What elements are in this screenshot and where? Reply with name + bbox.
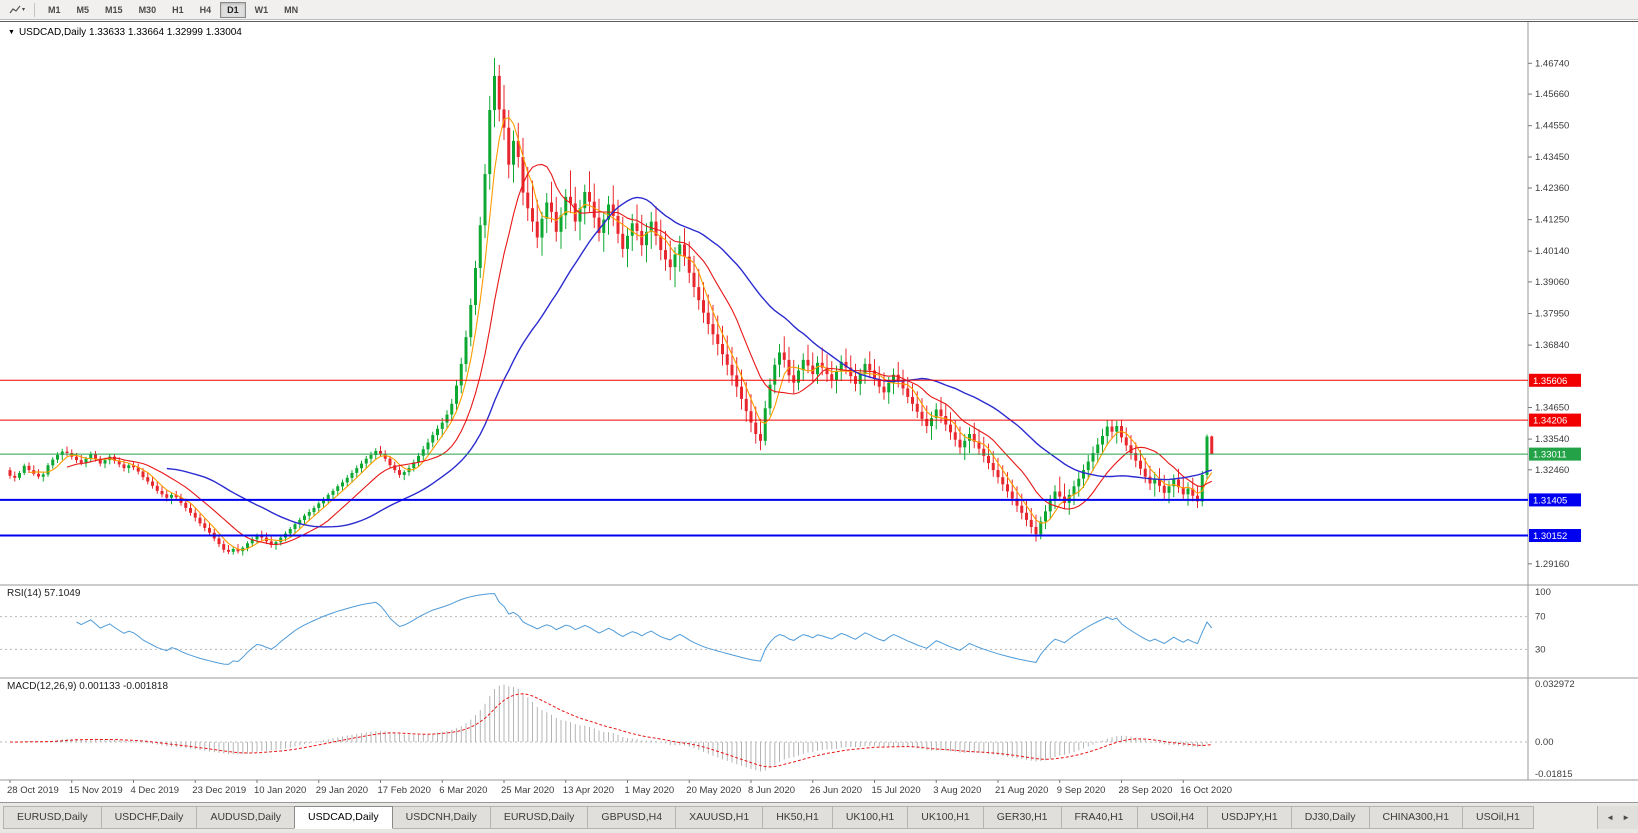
- svg-text:10 Jan 2020: 10 Jan 2020: [254, 785, 306, 796]
- svg-text:1.42360: 1.42360: [1535, 183, 1569, 194]
- svg-text:70: 70: [1535, 612, 1546, 623]
- svg-text:1.31405: 1.31405: [1533, 495, 1567, 506]
- svg-text:1.36840: 1.36840: [1535, 340, 1569, 351]
- chart-tab-usdjpy-h1[interactable]: USDJPY,H1: [1207, 806, 1292, 829]
- svg-text:1.41250: 1.41250: [1535, 215, 1569, 226]
- price-axis-labels: 1.46740 1.45660 1.44550 1.43450 1.42360 1.412…: [1528, 58, 1569, 570]
- horizontal-level-lines[interactable]: [0, 379, 1528, 537]
- timeframe-button-w1[interactable]: W1: [254, 4, 269, 15]
- svg-text:20 May 2020: 20 May 2020: [686, 785, 741, 796]
- svg-text:1.33540: 1.33540: [1535, 434, 1569, 445]
- svg-text:26 Jun 2020: 26 Jun 2020: [810, 785, 862, 796]
- svg-text:3 Aug 2020: 3 Aug 2020: [933, 785, 981, 796]
- svg-text:9 Sep 2020: 9 Sep 2020: [1057, 785, 1106, 796]
- chart-canvas[interactable]: 1.356061.342061.330111.314051.301521.467…: [0, 22, 1638, 803]
- svg-text:28 Oct 2019: 28 Oct 2019: [7, 785, 59, 796]
- timeframe-button-m5[interactable]: M5: [76, 4, 90, 15]
- chart-title-text: USDCAD,Daily 1.33633 1.33664 1.32999 1.3…: [18, 27, 242, 38]
- svg-text:30: 30: [1535, 644, 1546, 655]
- svg-text:1.40140: 1.40140: [1535, 246, 1569, 257]
- svg-text:28 Sep 2020: 28 Sep 2020: [1119, 785, 1173, 796]
- chart-title: ▼ USDCAD,Daily 1.33633 1.33664 1.32999 1.…: [8, 27, 242, 38]
- tab-scroll-controls: ◄ ►: [1597, 806, 1638, 829]
- chart-tab-eurusd-daily[interactable]: EURUSD,Daily: [3, 806, 102, 829]
- chart-tab-usoil-h1[interactable]: USOil,H1: [1462, 806, 1534, 829]
- svg-text:21 Aug 2020: 21 Aug 2020: [995, 785, 1048, 796]
- moving-average-lines: [28, 116, 1213, 551]
- svg-text:1 May 2020: 1 May 2020: [625, 785, 675, 796]
- timeframe-buttons: M1 M5 M15 M30 H1 H4 D1 W1 MN: [40, 1, 306, 18]
- svg-text:0.00: 0.00: [1535, 737, 1554, 748]
- svg-text:6 Mar 2020: 6 Mar 2020: [439, 785, 487, 796]
- svg-text:1.34650: 1.34650: [1535, 403, 1569, 414]
- timeframe-button-h4[interactable]: H4: [199, 4, 212, 15]
- svg-text:25 Mar 2020: 25 Mar 2020: [501, 785, 554, 796]
- svg-text:1.46740: 1.46740: [1535, 58, 1569, 69]
- chart-tab-hk50-h1[interactable]: HK50,H1: [762, 806, 833, 829]
- chart-tab-usoil-h4[interactable]: USOil,H4: [1136, 806, 1209, 829]
- chart-tab-ger30-h1[interactable]: GER30,H1: [982, 806, 1062, 829]
- svg-text:1.43450: 1.43450: [1535, 152, 1569, 163]
- rsi-pane: 100 70 30: [0, 587, 1551, 665]
- timeframe-button-d1[interactable]: D1: [220, 1, 246, 18]
- svg-text:1.34206: 1.34206: [1533, 416, 1567, 427]
- chart-tab-usdcad-daily[interactable]: USDCAD,Daily: [294, 806, 393, 829]
- chart-tab-uk100-h1[interactable]: UK100,H1: [907, 806, 984, 829]
- svg-text:1.33011: 1.33011: [1533, 450, 1567, 461]
- chart-tab-china300-h1[interactable]: CHINA300,H1: [1368, 806, 1464, 829]
- collapse-triangle-icon: ▼: [8, 29, 15, 36]
- svg-text:23 Dec 2019: 23 Dec 2019: [192, 785, 246, 796]
- svg-text:-0.01815: -0.01815: [1535, 769, 1573, 780]
- svg-text:1.44550: 1.44550: [1535, 121, 1569, 132]
- timeframe-button-mn[interactable]: MN: [284, 4, 299, 15]
- price-tags: 1.35606 1.34206 1.33011 1.31405 1.30152: [1529, 373, 1581, 542]
- chart-tab-xauusd-h1[interactable]: XAUUSD,H1: [675, 806, 764, 829]
- svg-text:1.29160: 1.29160: [1535, 559, 1569, 570]
- svg-text:1.45660: 1.45660: [1535, 89, 1569, 100]
- chart-tab-gbpusd-h4[interactable]: GBPUSD,H4: [587, 806, 677, 829]
- tab-scroll-right-button[interactable]: ►: [1622, 813, 1630, 822]
- chart-tools-button[interactable]: ▾: [5, 2, 29, 18]
- svg-text:1.39060: 1.39060: [1535, 277, 1569, 288]
- timeframe-button-m1[interactable]: M1: [48, 4, 61, 15]
- timeframe-button-m15[interactable]: M15: [105, 4, 123, 15]
- svg-text:16 Oct 2020: 16 Oct 2020: [1180, 785, 1232, 796]
- time-axis-labels: 28 Oct 2019 15 Nov 2019 4 Dec 2019 23 Dec 2…: [7, 780, 1232, 796]
- timeframe-button-h1[interactable]: H1: [172, 4, 184, 15]
- chart-tab-eurusd-daily[interactable]: EURUSD,Daily: [489, 806, 589, 829]
- candlesticks: [8, 57, 1214, 556]
- macd-pane: 0.032972 0.00 -0.01815: [0, 679, 1575, 780]
- svg-text:8 Jun 2020: 8 Jun 2020: [748, 785, 795, 796]
- pane-separators: [0, 22, 1638, 781]
- svg-text:13 Apr 2020: 13 Apr 2020: [563, 785, 614, 796]
- toolbar-separator: [34, 2, 36, 17]
- svg-text:1.37950: 1.37950: [1535, 309, 1569, 320]
- svg-text:15 Nov 2019: 15 Nov 2019: [69, 785, 123, 796]
- timeframe-toolbar: ▾ M1 M5 M15 M30 H1 H4 D1 W1 MN: [0, 0, 1638, 20]
- chart-tab-usdchf-daily[interactable]: USDCHF,Daily: [100, 806, 198, 829]
- chart-tab-dj30-daily[interactable]: DJ30,Daily: [1290, 806, 1370, 829]
- svg-text:15 Jul 2020: 15 Jul 2020: [872, 785, 921, 796]
- rsi-indicator-label: RSI(14) 57.1049: [7, 588, 81, 599]
- svg-text:1.30152: 1.30152: [1533, 531, 1567, 542]
- chart-tab-audusd-daily[interactable]: AUDUSD,Daily: [196, 806, 296, 829]
- macd-indicator-label: MACD(12,26,9) 0.001133 -0.001818: [7, 681, 169, 692]
- timeframe-button-m30[interactable]: M30: [138, 4, 157, 15]
- chart-tab-usdcnh-daily[interactable]: USDCNH,Daily: [391, 806, 491, 829]
- svg-text:29 Jan 2020: 29 Jan 2020: [316, 785, 368, 796]
- chart-tab-bar: EURUSD,Daily USDCHF,Daily AUDUSD,Daily USDC…: [0, 802, 1638, 833]
- tab-scroll-left-button[interactable]: ◄: [1606, 813, 1615, 822]
- svg-text:1.32460: 1.32460: [1535, 465, 1569, 476]
- chart-tabs: EURUSD,Daily USDCHF,Daily AUDUSD,Daily USDC…: [0, 806, 1597, 829]
- chart-window[interactable]: 1.35606 1.34206 1.33011 1.31405 1.30152 1.467…: [0, 21, 1638, 802]
- svg-text:17 Feb 2020: 17 Feb 2020: [378, 785, 431, 796]
- chart-tab-uk100-h1[interactable]: UK100,H1: [831, 806, 909, 829]
- svg-text:100: 100: [1535, 587, 1551, 598]
- svg-text:1.35606: 1.35606: [1533, 376, 1567, 387]
- svg-text:0.032972: 0.032972: [1535, 679, 1575, 690]
- dropdown-caret-icon: ▾: [22, 7, 26, 13]
- chart-tab-fra40-h1[interactable]: FRA40,H1: [1060, 806, 1138, 829]
- svg-text:4 Dec 2019: 4 Dec 2019: [131, 785, 180, 796]
- chart-line-tool-icon: [9, 5, 21, 13]
